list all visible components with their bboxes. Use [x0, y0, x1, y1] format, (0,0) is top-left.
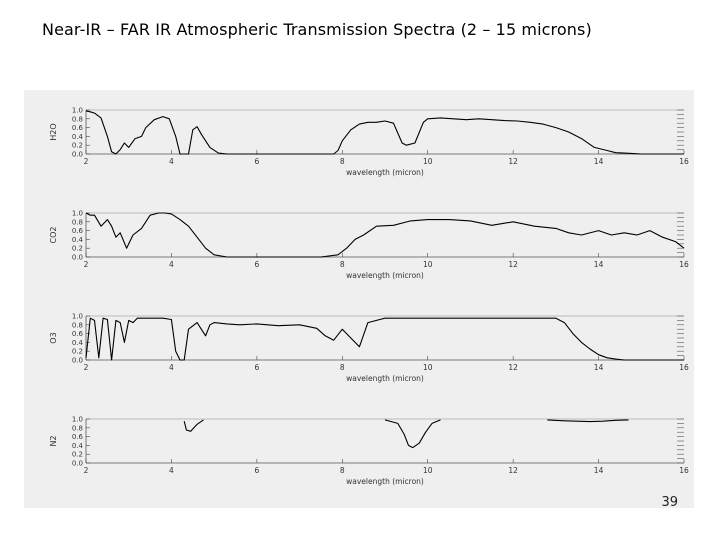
- y-tick-label: 0.2: [72, 142, 83, 150]
- x-axis-label: wavelength (micron): [346, 477, 424, 486]
- y-tick-label: 0.2: [72, 348, 83, 356]
- x-tick-label: 4: [169, 466, 174, 475]
- series-line: [85, 317, 684, 361]
- x-tick-label: 4: [169, 363, 174, 372]
- x-tick-label: 2: [84, 466, 89, 475]
- x-tick-label: 10: [423, 466, 433, 475]
- series-line: [183, 419, 204, 432]
- y-tick-label: 0.0: [72, 460, 83, 468]
- page-number: 39: [661, 495, 678, 510]
- x-tick-label: 4: [169, 260, 174, 269]
- slide-title: Near-IR – FAR IR Atmospheric Transmissio…: [42, 20, 592, 39]
- x-tick-label: 16: [679, 157, 689, 166]
- x-tick-label: 8: [340, 260, 345, 269]
- x-tick-label: 10: [423, 157, 433, 166]
- x-tick-label: 14: [594, 157, 604, 166]
- y-tick-label: 0.2: [72, 451, 83, 459]
- series-line: [547, 419, 629, 423]
- chart-3: 0.00.20.40.60.81.0 2 4 6 8 10 12 14 16 wavelength…: [49, 416, 689, 487]
- x-tick-label: 8: [340, 363, 345, 372]
- y-tick-label: 0.6: [72, 124, 84, 132]
- y-tick-label: 0.4: [72, 133, 84, 141]
- figure-panel: 0.0 0.2 0.4 0.6 0.8 1.0 2 4 6 8 10 12 14 16 wavelength…: [24, 90, 694, 508]
- y-tick-label: 0.8: [72, 218, 83, 226]
- y-tick-label: 0.8: [72, 115, 83, 123]
- x-axis-label: wavelength (micron): [346, 271, 424, 280]
- y-tick-label: 0.0: [72, 357, 83, 365]
- y-tick-label: 0.4: [72, 236, 84, 244]
- y-tick-label: 0.4: [72, 339, 84, 347]
- x-tick-label: 6: [254, 363, 259, 372]
- series-line: [85, 110, 684, 155]
- x-tick-label: 10: [423, 260, 433, 269]
- y-tick-label: 1.0: [72, 210, 83, 218]
- x-tick-label: 2: [84, 260, 89, 269]
- y-tick-label: 0.0: [72, 151, 83, 159]
- y-tick-label: 0.4: [72, 442, 84, 450]
- x-tick-label: 16: [679, 260, 689, 269]
- x-tick-label: 16: [679, 363, 689, 372]
- x-tick-label: 4: [169, 157, 174, 166]
- x-tick-label: 2: [84, 363, 89, 372]
- chart-2: 0.00.20.40.60.81.0 2 4 6 8 10 12 14 16 wavelength…: [49, 313, 689, 384]
- x-tick-label: 14: [594, 363, 604, 372]
- y-tick-label: 1.0: [72, 107, 83, 115]
- y-tick-label: 0.2: [72, 245, 83, 253]
- y-axis-label: O3: [49, 332, 58, 343]
- x-tick-label: 14: [594, 466, 604, 475]
- x-tick-label: 6: [254, 466, 259, 475]
- transmission-charts: 0.00.20.40.60.81.02 4 6 8 10 12 14 16wavelength…: [49, 107, 689, 487]
- x-tick-label: 12: [508, 157, 518, 166]
- x-tick-label: 12: [508, 466, 518, 475]
- series-line: [384, 419, 441, 449]
- x-tick-label: 8: [340, 466, 345, 475]
- y-axis-label: N2: [49, 435, 58, 446]
- x-axis-label: wavelength (micron): [346, 168, 424, 177]
- x-tick-label: 16: [679, 466, 689, 475]
- y-tick-label: 0.6: [72, 433, 84, 441]
- y-tick-label: 0.0: [72, 254, 83, 262]
- x-tick-label: 2: [84, 157, 89, 166]
- x-tick-label: 8: [340, 157, 345, 166]
- y-tick-label: 1.0: [72, 313, 83, 321]
- y-axis-label: CO2: [49, 227, 58, 244]
- y-tick-label: 0.8: [72, 424, 83, 432]
- chart-0: 0.00.20.40.60.81.0 2 4 6 8 10 12 14 16 wavelength…: [49, 107, 689, 178]
- y-tick-label: 0.6: [72, 227, 84, 235]
- x-tick-label: 12: [508, 260, 518, 269]
- x-tick-label: 12: [508, 363, 518, 372]
- y-axis-label: H2O: [49, 123, 58, 140]
- x-tick-label: 6: [254, 260, 259, 269]
- x-axis-label: wavelength (micron): [346, 374, 424, 383]
- chart-1: 0.00.20.40.60.81.0 2 4 6 8 10 12 14 16 wavelength…: [49, 210, 689, 281]
- x-tick-label: 14: [594, 260, 604, 269]
- y-tick-label: 0.6: [72, 330, 84, 338]
- x-tick-label: 10: [423, 363, 433, 372]
- y-tick-label: 0.8: [72, 321, 83, 329]
- x-tick-label: 6: [254, 157, 259, 166]
- y-tick-label: 1.0: [72, 416, 83, 424]
- series-line: [85, 212, 685, 258]
